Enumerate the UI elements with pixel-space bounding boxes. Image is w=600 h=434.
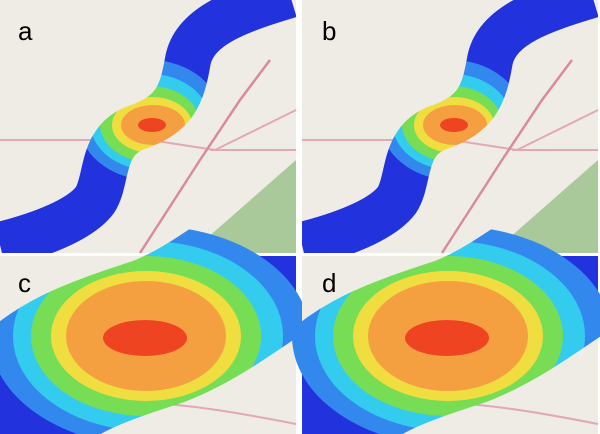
panel-label: b — [322, 16, 336, 46]
panel-label: d — [322, 268, 336, 298]
panel — [302, 0, 598, 253]
panel — [0, 0, 296, 253]
panel — [0, 226, 310, 434]
panel-label: c — [18, 268, 31, 298]
panel — [292, 226, 600, 434]
panel-label: a — [18, 16, 33, 46]
